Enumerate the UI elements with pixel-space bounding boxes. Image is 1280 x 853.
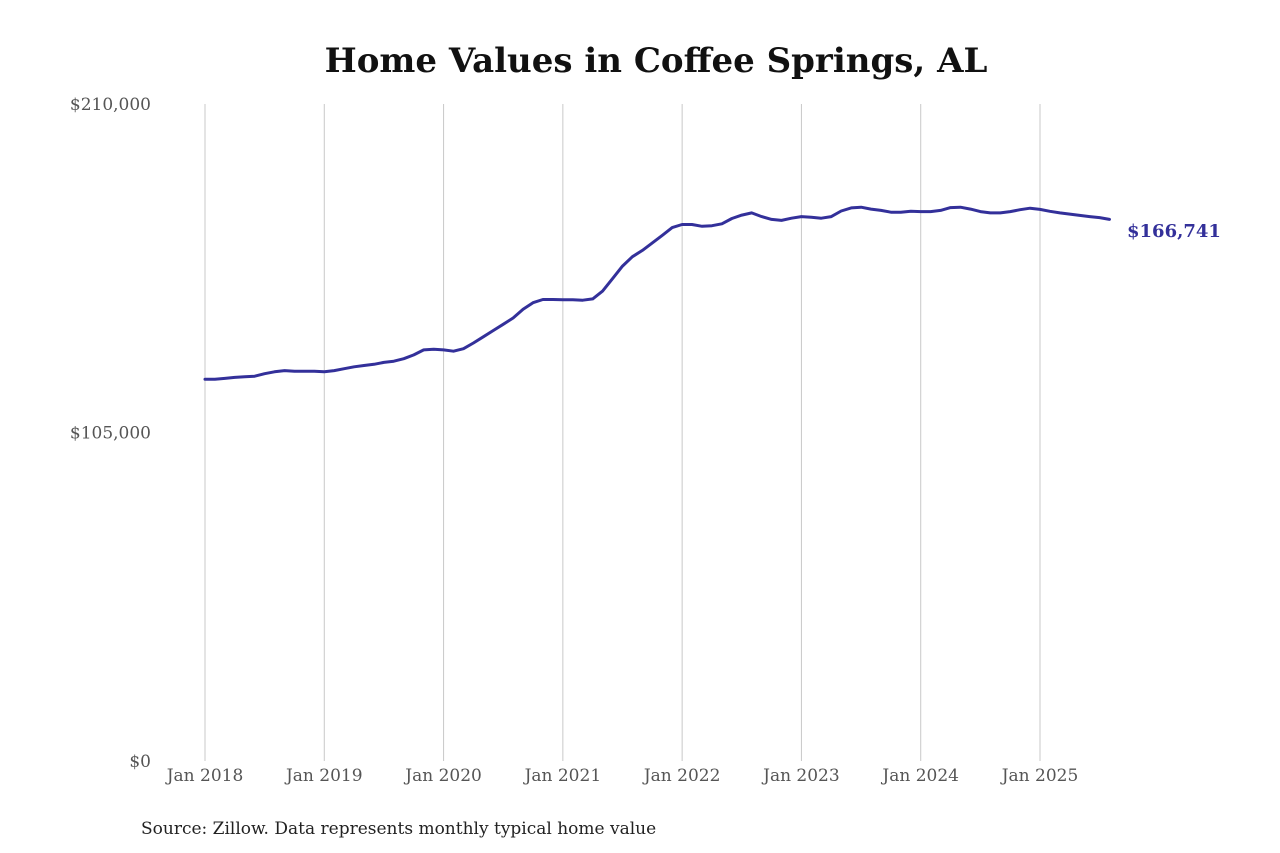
y-tick-label: $210,000 — [70, 95, 151, 115]
y-axis-ticks: $0 $105,000 $210,000 — [70, 95, 151, 772]
x-tick-label: Jan 2021 — [523, 766, 602, 786]
x-axis-ticks: Jan 2018 Jan 2019 Jan 2020 Jan 2021 Jan 2022… — [165, 766, 1079, 786]
x-tick-label: Jan 2018 — [165, 766, 244, 786]
chart-title: Home Values in Coffee Springs, AL — [325, 41, 988, 81]
x-tick-label: Jan 2023 — [761, 766, 840, 786]
x-tick-label: Jan 2024 — [880, 766, 959, 786]
series-line — [203, 205, 1111, 381]
y-tick-label: $0 — [129, 752, 151, 772]
y-tick-label: $105,000 — [70, 424, 151, 444]
x-tick-label: Jan 2025 — [1000, 766, 1079, 786]
end-value-label: $166,741 — [1127, 221, 1221, 242]
x-tick-label: Jan 2020 — [403, 766, 482, 786]
x-tick-label: Jan 2019 — [284, 766, 363, 786]
series-line-group — [203, 205, 1111, 381]
grid-lines — [204, 104, 1041, 761]
x-tick-label: Jan 2022 — [642, 766, 721, 786]
source-note: Source: Zillow. Data represents monthly … — [141, 819, 656, 839]
